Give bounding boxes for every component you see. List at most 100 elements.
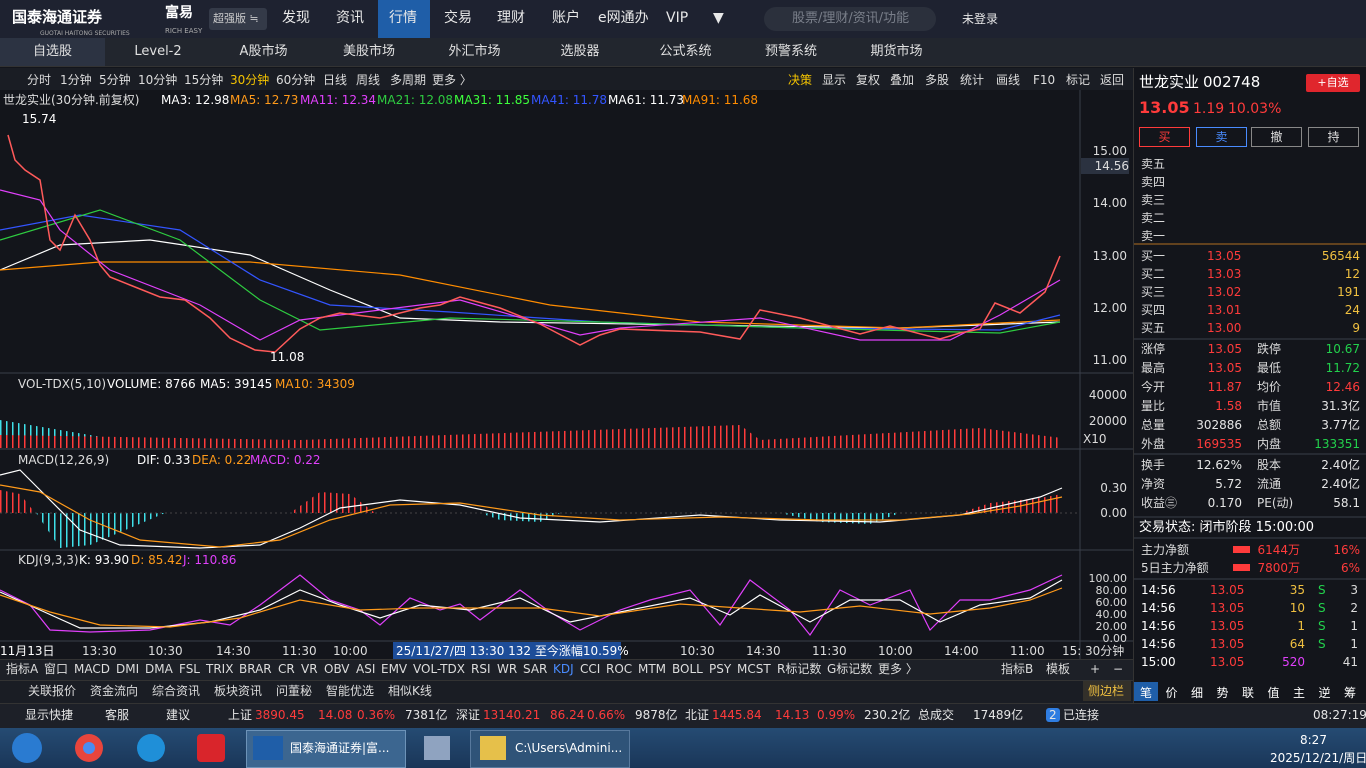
- market-tab[interactable]: 预警系统: [764, 44, 817, 59]
- panel-tab[interactable]: 主: [1293, 686, 1306, 700]
- indicator-tab[interactable]: BOLL: [672, 662, 703, 676]
- panel-tab[interactable]: 逆: [1318, 686, 1331, 700]
- indicator-tab[interactable]: CCI: [580, 662, 601, 676]
- tool[interactable]: 标记: [1066, 73, 1091, 87]
- trade-btn[interactable]: 持: [1308, 127, 1359, 147]
- menu-item[interactable]: 资讯: [336, 10, 364, 26]
- indicator-tab[interactable]: −: [1113, 662, 1124, 676]
- trade-btn[interactable]: 撤: [1251, 127, 1302, 147]
- indicator-tab[interactable]: FSL: [179, 662, 200, 676]
- indicator-tab[interactable]: 更多 〉: [878, 662, 918, 676]
- menu-item[interactable]: 行情: [389, 10, 417, 26]
- tool[interactable]: 多股: [925, 73, 950, 87]
- indicator-tab[interactable]: +: [1090, 662, 1101, 676]
- panel-tab[interactable]: 联: [1242, 686, 1255, 700]
- period[interactable]: 分时: [27, 73, 52, 87]
- stat-value: 13.05: [1207, 342, 1242, 356]
- period[interactable]: 5分钟: [99, 73, 131, 87]
- period[interactable]: 1分钟: [60, 73, 92, 87]
- trade-btn[interactable]: 买: [1139, 127, 1190, 147]
- market-tab[interactable]: 美股市场: [342, 44, 395, 59]
- bottom-tab[interactable]: 资金流向: [90, 684, 139, 698]
- market-tab[interactable]: 自选股: [32, 44, 72, 59]
- indicator-tab[interactable]: VR: [301, 662, 318, 676]
- tool[interactable]: 显示: [822, 73, 847, 87]
- panel-tab[interactable]: 细: [1191, 686, 1204, 700]
- indicator-tab[interactable]: CR: [278, 662, 295, 676]
- tool[interactable]: 返回: [1100, 73, 1125, 87]
- watch[interactable]: +自选: [1317, 76, 1349, 89]
- period[interactable]: 30分钟: [230, 73, 270, 87]
- bottom-tab[interactable]: 问董秘: [276, 684, 313, 698]
- tool[interactable]: 画线: [996, 73, 1021, 87]
- period[interactable]: 15分钟: [184, 73, 224, 87]
- indicator-tab[interactable]: ROC: [606, 662, 633, 676]
- indicator-tab[interactable]: 指标A: [6, 662, 39, 676]
- indicator-tab[interactable]: RSI: [471, 662, 491, 676]
- period[interactable]: 60分钟: [276, 73, 316, 87]
- tool[interactable]: 统计: [960, 73, 985, 87]
- bottom-tab[interactable]: 智能优选: [326, 684, 375, 698]
- indicator-tab[interactable]: 指标B: [1001, 662, 1034, 676]
- menu-item[interactable]: 发现: [282, 10, 310, 26]
- panel-tab[interactable]: 势: [1216, 686, 1229, 700]
- market-tab[interactable]: 选股器: [560, 44, 600, 59]
- bottom-tab[interactable]: 相似K线: [388, 684, 432, 698]
- panel-tab[interactable]: 价: [1165, 686, 1178, 700]
- brand-sub: RICH EASY: [165, 27, 203, 35]
- menu-item[interactable]: 账户: [552, 10, 580, 26]
- period[interactable]: 更多 〉: [432, 73, 472, 87]
- bottom-tab[interactable]: 关联报价: [28, 684, 77, 698]
- period[interactable]: 周线: [356, 73, 381, 87]
- indicator-tab[interactable]: R标记数: [777, 662, 822, 676]
- watch-btn[interactable]: [1306, 74, 1360, 92]
- indicator-tab[interactable]: 模板: [1046, 662, 1071, 676]
- tool[interactable]: 复权: [856, 73, 881, 87]
- indicator-tab[interactable]: PSY: [709, 662, 732, 676]
- panel-tab[interactable]: 值: [1267, 686, 1280, 700]
- market-tab[interactable]: Level-2: [134, 44, 182, 59]
- indicator-tab[interactable]: ASI: [356, 662, 376, 676]
- market-tab[interactable]: 外汇市场: [448, 44, 501, 59]
- indicator-tab[interactable]: BRAR: [239, 662, 272, 676]
- sidebar[interactable]: 侧边栏: [1088, 684, 1125, 698]
- indicator-tab[interactable]: EMV: [381, 662, 408, 676]
- indicator-tab[interactable]: DMI: [116, 662, 140, 676]
- panel-tab[interactable]: 笔: [1140, 686, 1153, 700]
- period[interactable]: 多周期: [390, 73, 427, 87]
- login[interactable]: 未登录: [962, 12, 999, 26]
- task-label[interactable]: C:\Users\Admini...: [515, 741, 623, 755]
- indicator-tab[interactable]: G标记数: [827, 662, 873, 676]
- indicator-tab[interactable]: 窗口: [44, 662, 69, 676]
- tool[interactable]: F10: [1033, 73, 1056, 87]
- indicator-tab[interactable]: MTM: [638, 662, 667, 676]
- menu-item[interactable]: VIP: [666, 10, 689, 26]
- tool[interactable]: 决策: [788, 73, 813, 87]
- market-tab[interactable]: 期货市场: [870, 44, 923, 59]
- indicator-tab[interactable]: SAR: [523, 662, 548, 676]
- indicator-value: MA5: 12.73: [230, 93, 299, 107]
- period[interactable]: 10分钟: [138, 73, 178, 87]
- panel-tab[interactable]: 筹: [1344, 686, 1357, 700]
- market-tab[interactable]: A股市场: [239, 44, 288, 59]
- indicator-tab[interactable]: KDJ: [553, 662, 574, 676]
- menu-item[interactable]: ▼: [713, 10, 724, 26]
- indicator-tab[interactable]: MCST: [737, 662, 771, 676]
- trade-btn[interactable]: 卖: [1196, 127, 1247, 147]
- menu-item[interactable]: 交易: [444, 10, 472, 26]
- bottom-tab[interactable]: 综合资讯: [152, 684, 201, 698]
- tool[interactable]: 叠加: [890, 73, 915, 87]
- indicator-tab[interactable]: DMA: [145, 662, 173, 676]
- indicator-tab[interactable]: VOL-TDX: [413, 662, 465, 676]
- task-label[interactable]: 国泰海通证券|富...: [290, 741, 390, 755]
- indicator-tab[interactable]: OBV: [324, 662, 350, 676]
- search-box[interactable]: [764, 7, 936, 31]
- market-tab[interactable]: 公式系统: [659, 44, 712, 59]
- indicator-tab[interactable]: MACD: [74, 662, 110, 676]
- menu-item[interactable]: 理财: [497, 10, 525, 26]
- indicator-tab[interactable]: TRIX: [206, 662, 234, 676]
- bottom-tab[interactable]: 板块资讯: [214, 684, 263, 698]
- menu-item[interactable]: e网通办: [598, 10, 649, 26]
- period[interactable]: 日线: [323, 73, 348, 87]
- indicator-tab[interactable]: WR: [497, 662, 518, 676]
